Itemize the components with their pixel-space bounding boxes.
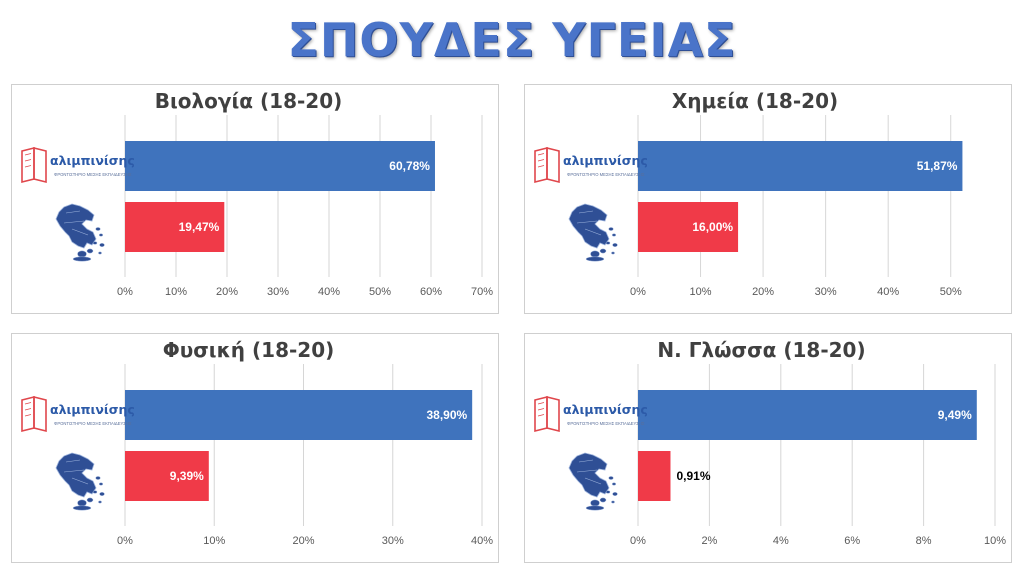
data-label: 60,78% — [389, 159, 430, 173]
chart-title: Φυσική (18-20) — [163, 338, 335, 362]
x-tick-label: 40% — [877, 286, 899, 298]
x-tick-label: 30% — [382, 535, 404, 547]
data-label: 9,49% — [938, 408, 972, 422]
x-tick-label: 10% — [690, 286, 712, 298]
data-label: 51,87% — [917, 159, 958, 173]
x-tick-label: 2% — [701, 535, 717, 547]
x-tick-label: 40% — [318, 286, 340, 298]
x-tick-label: 50% — [369, 286, 391, 298]
bar-greece — [125, 202, 225, 252]
logo-subtext: ΦΡΟΝΤΙΣΤΗΡΙΟ ΜΕΣΗΣ ΕΚΠΑΙΔΕΥΣΗΣ — [54, 172, 132, 177]
x-tick-label: 40% — [471, 535, 493, 547]
logo-text: αλιμπινίσης — [563, 402, 648, 417]
logo-subtext: ΦΡΟΝΤΙΣΤΗΡΙΟ ΜΕΣΗΣ ΕΚΠΑΙΔΕΥΣΗΣ — [567, 421, 645, 426]
x-tick-label: 20% — [292, 535, 314, 547]
bar-chart: Βιολογία (18-20) 0% 10% 20% 30% 40% 50% 60% 70% 6… — [21, 89, 493, 298]
x-tick-label: 30% — [267, 286, 289, 298]
x-tick-label: 8% — [916, 535, 932, 547]
x-tick-label: 60% — [420, 286, 442, 298]
x-tick-label: 20% — [752, 286, 774, 298]
data-label: 16,00% — [692, 220, 733, 234]
data-label: 38,90% — [426, 408, 467, 422]
bar-alimpinisis — [638, 390, 977, 440]
bar-chart: Ν. Γλώσσα (18-20) 0% 2% 4% 6% 8% 10% 9,49% 0,91%… — [534, 338, 1006, 547]
x-tick-label: 50% — [940, 286, 962, 298]
bar-alimpinisis — [125, 141, 435, 191]
chart-title: Ν. Γλώσσα (18-20) — [657, 338, 865, 362]
greece-map-icon — [55, 203, 105, 262]
alimpinisis-logo-icon: αλιμπινίσης ΦΡΟΝΤΙΣΤΗΡΙΟ ΜΕΣΗΣ ΕΚΠΑΙΔΕΥΣΗ… — [534, 146, 648, 184]
data-label: 9,39% — [170, 469, 204, 483]
x-tick-label: 30% — [815, 286, 837, 298]
x-tick-label: 10% — [984, 535, 1006, 547]
alimpinisis-logo-icon: αλιμπινίσης ΦΡΟΝΤΙΣΤΗΡΙΟ ΜΕΣΗΣ ΕΚΠΑΙΔΕΥΣΗ… — [21, 395, 135, 433]
logo-subtext: ΦΡΟΝΤΙΣΤΗΡΙΟ ΜΕΣΗΣ ΕΚΠΑΙΔΕΥΣΗΣ — [567, 172, 645, 177]
chart-title: Βιολογία (18-20) — [155, 89, 343, 113]
x-tick-label: 0% — [630, 286, 646, 298]
x-tick-label: 70% — [471, 286, 493, 298]
greece-map-icon — [568, 203, 618, 262]
x-tick-label: 0% — [630, 535, 646, 547]
logo-subtext: ΦΡΟΝΤΙΣΤΗΡΙΟ ΜΕΣΗΣ ΕΚΠΑΙΔΕΥΣΗΣ — [54, 421, 132, 426]
chart-panel-language: Ν. Γλώσσα (18-20) 0% 2% 4% 6% 8% 10% 9,49% 0,91%… — [524, 333, 1012, 563]
x-tick-label: 6% — [844, 535, 860, 547]
bar-alimpinisis — [638, 141, 963, 191]
chart-panel-physics: Φυσική (18-20) 0% 10% 20% 30% 40% 38,90% 9,39% α… — [11, 333, 499, 563]
page-title: ΣΠΟΥΔΕΣ ΥΓΕΙΑΣ — [287, 13, 737, 67]
bar-greece — [125, 451, 209, 501]
x-tick-label: 4% — [773, 535, 789, 547]
data-label: 0,91% — [676, 469, 710, 483]
bar-greece — [638, 202, 739, 252]
greece-map-icon — [568, 452, 618, 511]
x-tick-label: 10% — [165, 286, 187, 298]
chart-panel-biology: Βιολογία (18-20) 0% 10% 20% 30% 40% 50% 60% 70% 6… — [11, 84, 499, 314]
bar-greece — [638, 451, 671, 501]
greece-map-icon — [55, 452, 105, 511]
bar-chart: Φυσική (18-20) 0% 10% 20% 30% 40% 38,90% 9,39% α… — [21, 338, 493, 547]
x-tick-label: 20% — [216, 286, 238, 298]
logo-text: αλιμπινίσης — [50, 153, 135, 168]
data-label: 19,47% — [179, 220, 220, 234]
logo-text: αλιμπινίσης — [50, 402, 135, 417]
x-tick-label: 0% — [117, 286, 133, 298]
x-tick-label: 0% — [117, 535, 133, 547]
bar-alimpinisis — [125, 390, 473, 440]
chart-title: Χημεία (18-20) — [672, 89, 838, 113]
bar-chart: Χημεία (18-20) 0% 10% 20% 30% 40% 50% 51,87% 16,… — [534, 89, 963, 298]
chart-panel-chemistry: Χημεία (18-20) 0% 10% 20% 30% 40% 50% 51,87% 16,… — [524, 84, 1012, 314]
alimpinisis-logo-icon: αλιμπινίσης ΦΡΟΝΤΙΣΤΗΡΙΟ ΜΕΣΗΣ ΕΚΠΑΙΔΕΥΣΗ… — [534, 395, 648, 433]
alimpinisis-logo-icon: αλιμπινίσης ΦΡΟΝΤΙΣΤΗΡΙΟ ΜΕΣΗΣ ΕΚΠΑΙΔΕΥΣΗ… — [21, 146, 135, 184]
x-tick-label: 10% — [203, 535, 225, 547]
logo-text: αλιμπινίσης — [563, 153, 648, 168]
